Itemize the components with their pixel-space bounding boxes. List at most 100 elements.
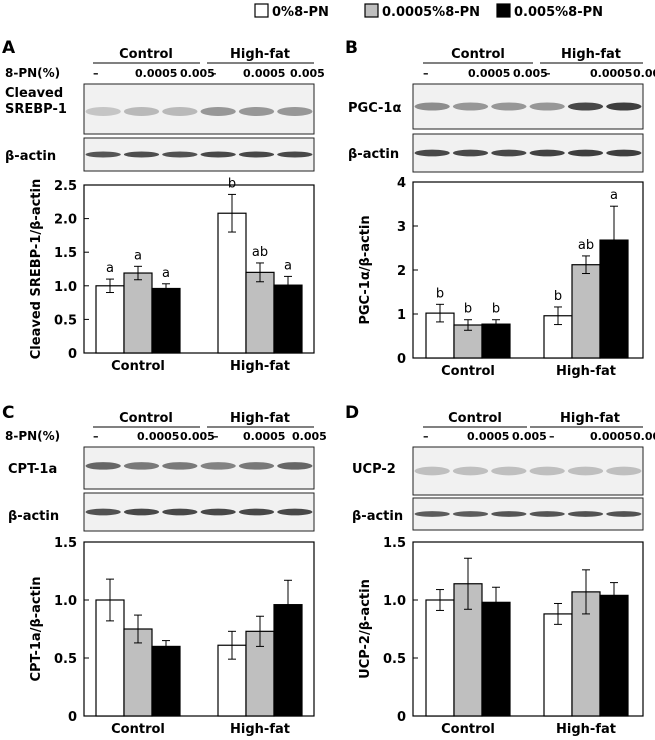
blot-label-cpt-1a: CPT-1a xyxy=(8,462,57,477)
blot-band xyxy=(414,466,450,476)
blot-band xyxy=(567,102,604,111)
x-tick-label-high-fat: High-fat xyxy=(556,364,616,379)
significance-letter: b xyxy=(464,302,472,317)
dose-label: 0.005 xyxy=(633,67,655,80)
blot-band xyxy=(85,462,121,470)
blot-band xyxy=(85,151,121,158)
dose-label: – xyxy=(549,430,555,443)
significance-letter: ab xyxy=(252,245,268,260)
panel-d: DControlHigh-fat–0.00050.005–0.00050.005… xyxy=(345,403,655,737)
x-tick-label-high-fat: High-fat xyxy=(230,359,290,374)
chart-d: 0 0.5 1.0 1.5 UCP-2/β-actin Control High-fat xyxy=(358,536,644,737)
chart-a: 0 0.5 1.0 1.5 2.0 2.5 Cleaved SREBP-1/β-actin C… xyxy=(29,176,315,374)
dose-label: – xyxy=(213,430,219,443)
blot-band xyxy=(85,107,121,116)
blot-band xyxy=(85,508,121,516)
blot-band xyxy=(414,102,450,111)
blot-band xyxy=(277,151,313,158)
blot-group-label-high-fat: High-fat xyxy=(230,47,290,62)
blot-strip-actin xyxy=(83,492,315,532)
plot-frame xyxy=(83,184,315,354)
blot-band xyxy=(123,107,160,116)
dose-label: 0.005 xyxy=(633,430,655,443)
blot-group-label-high-fat: High-fat xyxy=(560,411,620,426)
dose-label: – xyxy=(211,67,217,80)
blot-band xyxy=(277,107,313,116)
bar-0-005-8-pn-high-fat xyxy=(273,284,303,354)
blot-label-actin: β-actin xyxy=(348,147,399,162)
dose-label: 0.0005 xyxy=(590,430,632,443)
dose-label: 0.005 xyxy=(290,67,325,80)
y-axis-label: Cleaved SREBP-1/β-actin xyxy=(29,179,44,359)
bar-0-005-8-pn-high-fat xyxy=(599,594,629,717)
dose-label: 0.0005 xyxy=(135,67,177,80)
blot-band xyxy=(452,149,489,157)
significance-letter: a xyxy=(284,258,292,273)
dose-label: 0.005 xyxy=(292,430,327,443)
y-tick-label: 1.5 xyxy=(54,246,77,261)
bar-0-8-pn-high-fat xyxy=(217,212,247,354)
y-tick-label: 2 xyxy=(397,264,406,279)
y-axis-label: UCP-2/β-actin xyxy=(358,579,373,679)
blot-band xyxy=(238,462,275,470)
significance-letter: a xyxy=(106,261,114,276)
blot-band xyxy=(238,107,275,116)
chart-b: 0 1 2 3 4 PGC-1α/β-actin Control b b b High-fat b ab… xyxy=(358,176,644,379)
blot-band xyxy=(452,466,489,476)
dose-label: 0.005 xyxy=(180,430,215,443)
bar-0-0005-8-pn-high-fat xyxy=(245,271,275,354)
bar-0-8-pn-control xyxy=(95,285,125,354)
blot-group-label-control: Control xyxy=(451,47,505,62)
bar-0-005-8-pn-control xyxy=(481,601,511,717)
dose-row-label: 8-PN(%) xyxy=(5,66,60,80)
y-axis-label: CPT-1a/β-actin xyxy=(29,576,44,681)
panel-letter-b: B xyxy=(345,38,358,58)
dose-label: 0.0005 xyxy=(243,430,285,443)
dose-label: – xyxy=(93,430,99,443)
y-tick-label: 0.5 xyxy=(383,652,406,667)
blot-band xyxy=(123,151,160,158)
blot-band xyxy=(606,149,642,157)
blot-band xyxy=(491,511,527,517)
dose-label: – xyxy=(545,67,551,80)
blot-label-actin: β-actin xyxy=(352,509,403,524)
chart-c: 0 0.5 1.0 1.5 CPT-1a/β-actin Control High-fat xyxy=(29,536,315,737)
blot-group-label-control: Control xyxy=(119,411,173,426)
blot-band xyxy=(162,508,198,516)
x-tick-label-control: Control xyxy=(111,722,165,737)
blot-group-label-high-fat: High-fat xyxy=(230,411,290,426)
plot-frame xyxy=(412,541,644,717)
blot-band xyxy=(567,511,604,517)
blot-band xyxy=(162,462,198,470)
blot-band xyxy=(200,151,236,158)
blot-band xyxy=(200,508,236,516)
y-tick-label: 0 xyxy=(397,352,406,367)
blot-label-ucp-2: UCP-2 xyxy=(352,462,396,477)
dose-row-label: 8-PN(%) xyxy=(5,429,60,443)
y-tick-label: 2.5 xyxy=(54,179,77,194)
blot-label-actin: β-actin xyxy=(8,509,59,524)
blot-band xyxy=(606,102,642,111)
blot-band xyxy=(123,508,160,516)
blot-band xyxy=(162,107,198,116)
blot-group-label-control: Control xyxy=(119,47,173,62)
blot-band xyxy=(452,511,489,517)
blot-band xyxy=(529,102,565,111)
panel-letter-a: A xyxy=(2,38,16,58)
blot-strip-actin xyxy=(412,497,644,531)
blot-strip-actin xyxy=(83,137,315,172)
blot-group-label-high-fat: High-fat xyxy=(561,47,621,62)
significance-letter: ab xyxy=(578,238,594,253)
legend-swatch-0-0005-8-pn xyxy=(364,3,379,18)
blot-band xyxy=(529,511,565,517)
blot-strip-actin xyxy=(412,133,644,173)
dose-label: 0.005 xyxy=(513,67,548,80)
x-tick-label-control: Control xyxy=(111,359,165,374)
y-tick-label: 1.0 xyxy=(54,280,77,295)
dose-label: 0.0005 xyxy=(243,67,285,80)
y-axis-label: PGC-1α/β-actin xyxy=(358,215,373,324)
panel-b: BControlHigh-fat–0.00050.005–0.00050.005… xyxy=(345,38,655,379)
significance-letter: a xyxy=(162,266,170,281)
y-tick-label: 0.5 xyxy=(54,313,77,328)
